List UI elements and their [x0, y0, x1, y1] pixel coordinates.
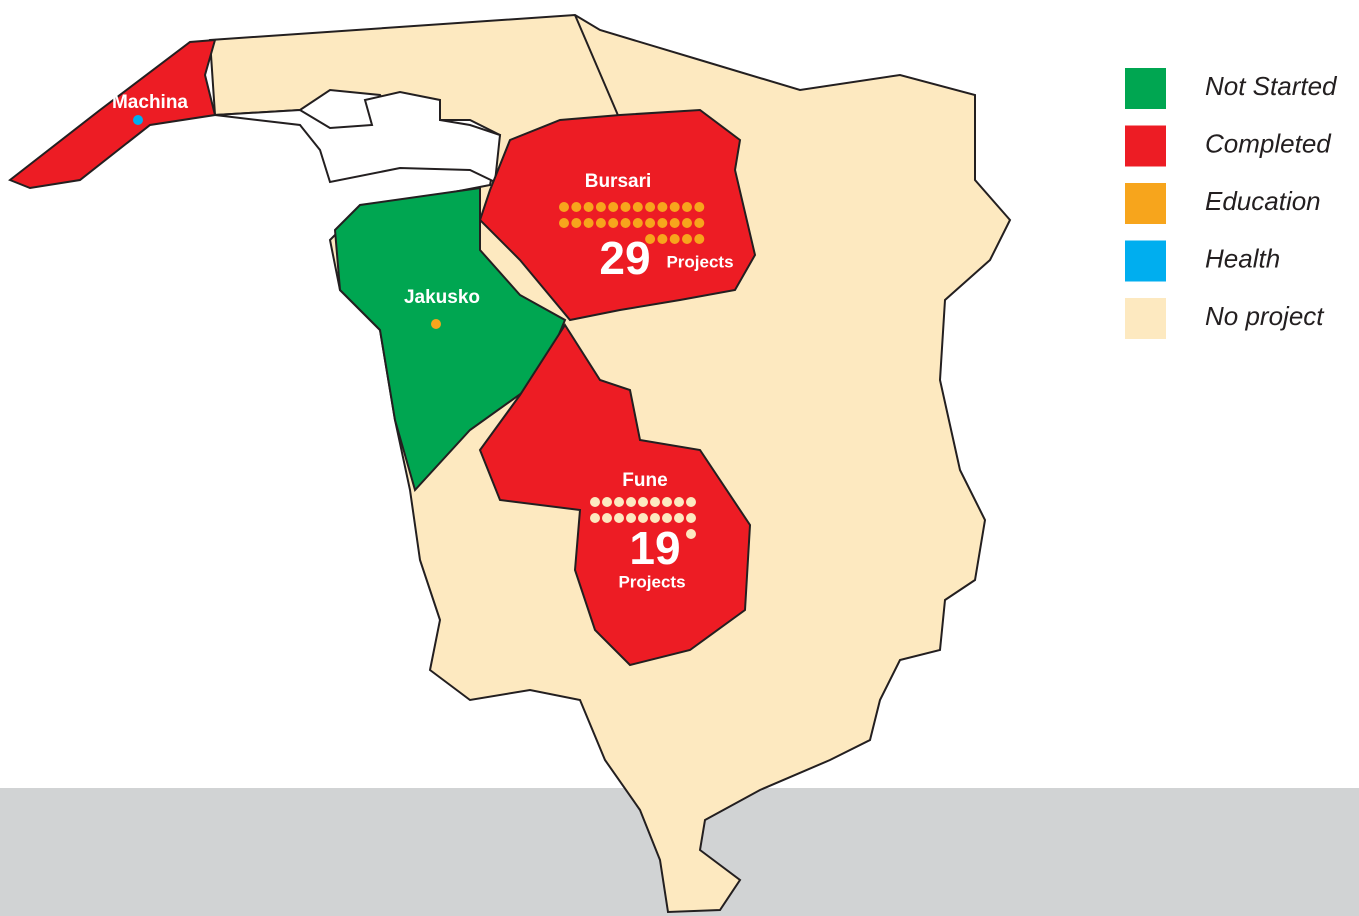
- project-dot: [602, 513, 612, 523]
- project-dot: [632, 218, 643, 228]
- project-dot: [662, 513, 672, 523]
- legend-label: Health: [1205, 243, 1280, 273]
- project-dot: [590, 497, 600, 507]
- project-dot: [657, 202, 668, 212]
- project-dot: [669, 202, 680, 212]
- project-dot: [657, 234, 668, 244]
- project-dot: [559, 202, 569, 212]
- project-dot: [583, 218, 594, 228]
- legend-swatch: [1125, 240, 1166, 282]
- project-dot: [686, 529, 696, 539]
- project-dot: [694, 218, 705, 228]
- project-count: 19: [629, 522, 680, 574]
- project-dot: [657, 218, 668, 228]
- project-dot: [694, 202, 705, 212]
- project-dot: [583, 202, 594, 212]
- project-count-label: Projects: [666, 252, 733, 271]
- project-dot: [645, 218, 656, 228]
- project-dot: [590, 513, 600, 523]
- region-label: Machina: [112, 92, 188, 113]
- project-dot: [682, 218, 692, 228]
- legend-swatch: [1125, 125, 1166, 167]
- project-dot: [620, 218, 631, 228]
- project-dot: [686, 513, 696, 523]
- region-label: Bursari: [585, 171, 652, 192]
- project-dot: [614, 513, 624, 523]
- region: [478, 323, 752, 667]
- project-dot: [694, 234, 705, 244]
- legend-label: Education: [1205, 186, 1321, 216]
- project-dot: [682, 234, 692, 244]
- project-dot: [608, 202, 619, 212]
- project-dot: [431, 319, 441, 329]
- project-dot: [626, 497, 636, 507]
- project-dot: [602, 497, 612, 507]
- project-dot: [595, 202, 606, 212]
- project-dot: [608, 218, 619, 228]
- project-dot: [638, 497, 648, 507]
- legend-label: Not Started: [1205, 71, 1338, 101]
- project-dot: [595, 218, 606, 228]
- region: [478, 108, 757, 322]
- project-dot: [626, 513, 636, 523]
- project-dot: [674, 513, 684, 523]
- region: [8, 38, 217, 190]
- project-dot: [662, 497, 672, 507]
- legend-swatch: [1125, 183, 1166, 224]
- region-label: Jakusko: [404, 287, 480, 308]
- project-dot: [650, 513, 660, 523]
- project-dot: [620, 202, 631, 212]
- project-dot: [669, 218, 680, 228]
- project-dot: [559, 218, 569, 228]
- legend-label: No project: [1205, 301, 1325, 331]
- project-dot: [645, 234, 656, 244]
- project-count-label: Projects: [618, 572, 685, 591]
- project-dot: [674, 497, 684, 507]
- project-dot: [645, 202, 656, 212]
- project-dot: [133, 115, 143, 125]
- project-count: 29: [599, 232, 650, 284]
- project-dot: [571, 218, 582, 228]
- water-inlet: [214, 90, 502, 184]
- project-dot: [650, 497, 660, 507]
- legend-swatch: [1125, 68, 1166, 109]
- region-label: Fune: [622, 470, 667, 491]
- project-dot: [686, 497, 696, 507]
- project-dot: [638, 513, 648, 523]
- border: [574, 14, 621, 121]
- project-dot: [632, 202, 643, 212]
- project-dot: [669, 234, 680, 244]
- legend-label: Completed: [1205, 128, 1332, 158]
- project-dot: [614, 497, 624, 507]
- legend-swatch: [1125, 298, 1166, 339]
- project-dot: [682, 202, 692, 212]
- project-dot: [571, 202, 582, 212]
